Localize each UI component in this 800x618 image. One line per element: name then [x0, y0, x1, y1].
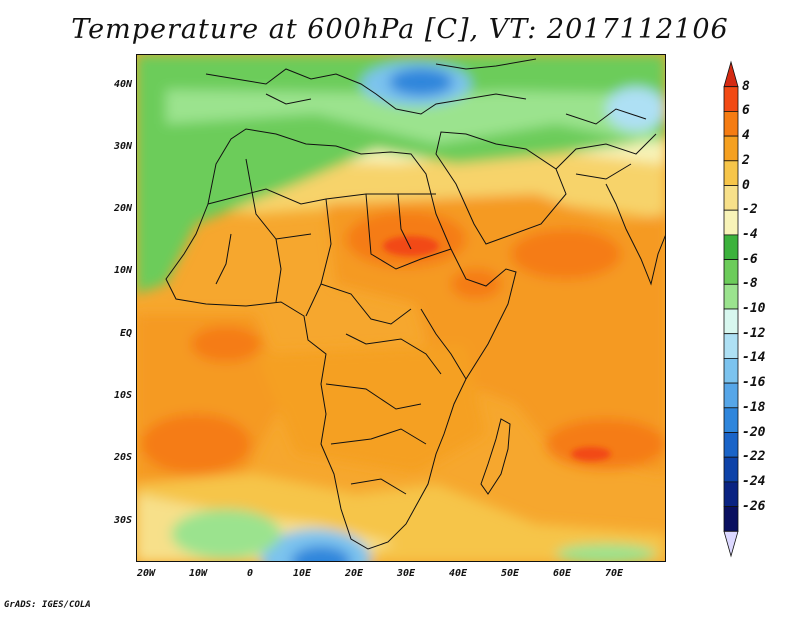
colorbar-cell	[723, 481, 739, 507]
colorbar-label: -18	[742, 399, 766, 415]
colorbar-cell	[723, 86, 739, 112]
colorbar-label: -6	[742, 251, 758, 267]
temperature-detail	[383, 236, 611, 461]
colorbar-label: 2	[742, 152, 750, 168]
colorbar-label: 0	[742, 177, 750, 193]
colorbar-cell	[723, 530, 739, 558]
lon-label-10e: 10E	[292, 568, 312, 579]
lat-label-10s: 10S	[113, 390, 132, 401]
colorbar-cell	[723, 333, 739, 359]
colorbar-label: -8	[742, 276, 758, 292]
temperature-map	[136, 54, 666, 562]
colorbar-label: 6	[742, 103, 750, 119]
colorbar-label: -10	[742, 301, 766, 316]
page-title: Temperature at 600hPa [C], VT: 201711210…	[71, 14, 729, 45]
colorbar-cell	[723, 357, 739, 384]
lat-label-30s: 30S	[113, 515, 132, 526]
lat-label-30n: 30N	[113, 141, 132, 152]
lon-label-30e: 30E	[396, 568, 416, 579]
colorbar-cell	[723, 160, 739, 186]
lon-label-50e: 50E	[500, 568, 520, 579]
colorbar-label: -26	[742, 498, 766, 514]
temperature-shading	[136, 54, 666, 562]
map-canvas	[136, 54, 666, 562]
colorbar-cell	[723, 283, 739, 310]
lon-label-20e: 20E	[344, 568, 364, 579]
colorbar-label: 8	[742, 78, 750, 94]
lat-label-20s: 20S	[113, 452, 132, 463]
lat-label-40n: 40N	[113, 79, 132, 90]
colorbar-cell	[723, 234, 739, 260]
colorbar-label: -16	[742, 375, 766, 391]
colorbar-label: -4	[742, 226, 758, 242]
colorbar-cell	[723, 209, 739, 236]
colorbar-cell	[723, 382, 739, 409]
colorbar-cell	[723, 456, 739, 483]
colorbar-cell	[723, 185, 739, 211]
colorbar-label: 4	[742, 128, 750, 144]
colorbar-cell	[723, 407, 739, 433]
colorbar-label: -20	[742, 424, 766, 440]
colorbar-label: -12	[742, 325, 766, 341]
colorbar-cell	[723, 308, 739, 335]
colorbar-cell	[723, 60, 739, 88]
lon-label-40e: 40E	[448, 568, 468, 579]
lat-label-eq: EQ	[119, 328, 132, 339]
coastlines	[165, 58, 666, 550]
colorbar-cell	[723, 506, 739, 532]
colorbar-cell	[723, 135, 739, 162]
lon-label-60e: 60E	[552, 568, 572, 579]
colorbar-label: -14	[742, 350, 766, 366]
colorbar-label: -2	[742, 202, 758, 218]
colorbar-label: -22	[742, 449, 766, 465]
grads-credit: GrADS: IGES/COLA	[4, 600, 91, 610]
colorbar-cell	[723, 111, 739, 137]
colorbar-cell	[723, 432, 739, 458]
colorbar-cell	[723, 259, 739, 285]
lon-label-0: 0	[246, 568, 254, 579]
lat-label-10n: 10N	[113, 265, 132, 276]
lon-label-70e: 70E	[604, 568, 624, 579]
map-frame	[136, 54, 666, 562]
lat-label-20n: 20N	[113, 203, 132, 214]
lon-label-20w: 20W	[136, 568, 156, 579]
lon-label-10w: 10W	[188, 568, 208, 579]
colorbar-label: -24	[742, 473, 766, 489]
